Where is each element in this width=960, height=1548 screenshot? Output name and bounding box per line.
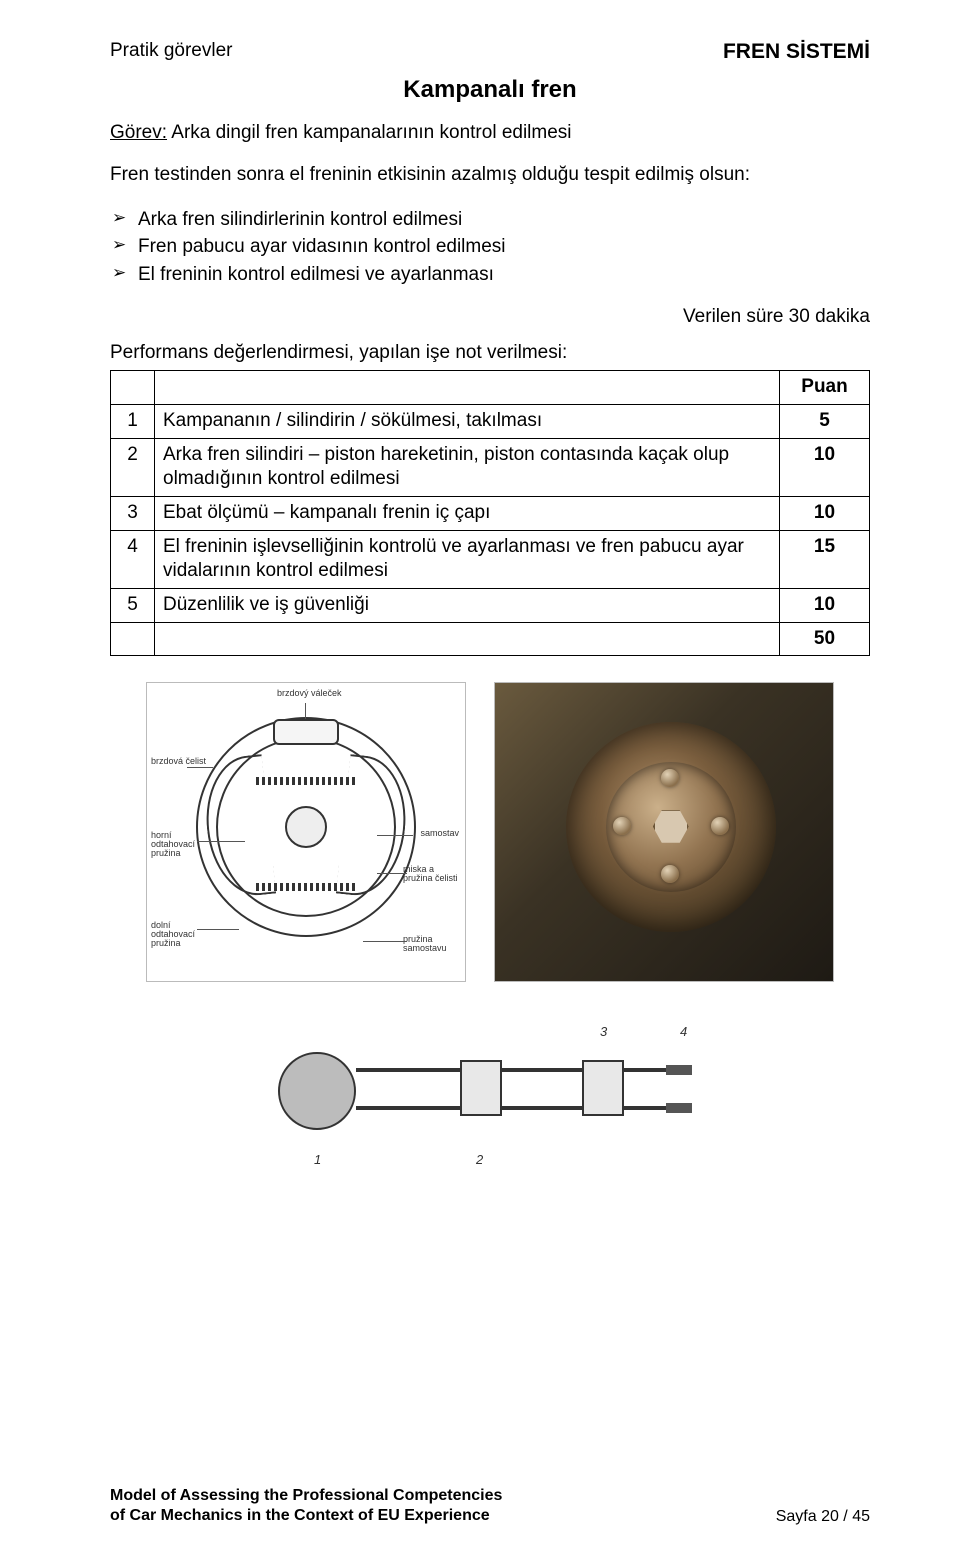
row-num: 4 (111, 530, 155, 588)
label-right3: pružina samostavu (403, 935, 459, 953)
leader-line (197, 929, 239, 930)
upper-spring (256, 777, 356, 785)
col-num-header (111, 371, 155, 405)
wheel-stud (613, 817, 631, 835)
task-line: Görev: Arka dingil fren kampanalarının k… (110, 122, 870, 144)
footer-line2: of Car Mechanics in the Context of EU Ex… (110, 1506, 502, 1526)
table-header-row: Puan (111, 371, 870, 405)
total-empty (155, 622, 780, 656)
page-title: Kampanalı fren (110, 76, 870, 104)
row-desc: Düzenlilik ve iş güvenliği (155, 589, 780, 623)
row-desc: Ebat ölçümü – kampanalı frenin iç çapı (155, 497, 780, 531)
table-row: 5 Düzenlilik ve iş güvenliği 10 (111, 589, 870, 623)
pb-label-1: 1 (314, 1152, 321, 1167)
brake-hub-photo (494, 682, 834, 982)
intro-text: Fren testinden sonra el freninin etkisin… (110, 162, 870, 188)
leader-line (197, 841, 245, 842)
leader-line (305, 703, 306, 719)
row-num: 1 (111, 404, 155, 438)
pb-label-3: 3 (600, 1024, 607, 1039)
row-num: 5 (111, 589, 155, 623)
footer-page: Sayfa 20 / 45 (776, 1508, 870, 1526)
table-row: 4 El freninin işlevselliğinin kontrolü v… (111, 530, 870, 588)
table-row: 1 Kampananın / silindirin / sökülmesi, t… (111, 404, 870, 438)
label-top: brzdový váleček (277, 689, 342, 698)
bullet-list: Arka fren silindirlerinin kontrol edilme… (110, 206, 870, 289)
table-row: 2 Arka fren silindiri – piston hareketin… (111, 438, 870, 496)
total-score: 50 (780, 622, 870, 656)
col-desc-header (155, 371, 780, 405)
leader-line (363, 941, 407, 942)
grading-table: Puan 1 Kampananın / silindirin / sökülme… (110, 370, 870, 656)
label-left1: brzdová čelist (151, 757, 206, 766)
row-num: 3 (111, 497, 155, 531)
label-left3: dolní odtahovací pružina (151, 921, 199, 948)
leader-line (377, 835, 413, 836)
row-desc: El freninin işlevselliğinin kontrolü ve … (155, 530, 780, 588)
pb-label-2: 2 (476, 1152, 483, 1167)
label-right1: samostav (420, 829, 459, 838)
lower-spring (256, 883, 356, 891)
performance-line: Performans değerlendirmesi, yapılan işe … (110, 342, 870, 364)
row-score: 10 (780, 589, 870, 623)
header-right: FREN SİSTEMİ (723, 40, 870, 64)
table-total-row: 50 (111, 622, 870, 656)
time-given: Verilen süre 30 dakika (110, 306, 870, 328)
header-left: Pratik görevler (110, 40, 233, 62)
label-left2: horní odtahovací pružina (151, 831, 199, 858)
wheel-stud (661, 865, 679, 883)
parking-brake-diagram: 1 2 3 4 (250, 1006, 730, 1176)
row-score: 15 (780, 530, 870, 588)
pb-cable-end (666, 1103, 692, 1113)
wheel-stud (661, 769, 679, 787)
task-label: Görev: (110, 122, 167, 143)
header-row: Pratik görevler FREN SİSTEMİ (110, 40, 870, 64)
pb-cable-end (666, 1065, 692, 1075)
bullet-item: Fren pabucu ayar vidasının kontrol edilm… (110, 233, 870, 261)
figure-row-top: brzdový váleček brzdová čelist horní odt… (146, 682, 834, 982)
row-score: 5 (780, 404, 870, 438)
figures-area: brzdový váleček brzdová čelist horní odt… (110, 682, 870, 1176)
task-text: Arka dingil fren kampanalarının kontrol … (171, 122, 571, 143)
total-empty (111, 622, 155, 656)
wheel-stud (711, 817, 729, 835)
pb-connector (582, 1060, 624, 1116)
table-row: 3 Ebat ölçümü – kampanalı frenin iç çapı… (111, 497, 870, 531)
leader-line (187, 767, 213, 768)
wheel-cylinder (273, 719, 339, 745)
row-num: 2 (111, 438, 155, 496)
bullet-item: El freninin kontrol edilmesi ve ayarlanm… (110, 261, 870, 289)
row-score: 10 (780, 497, 870, 531)
footer-line1: Model of Assessing the Professional Comp… (110, 1486, 502, 1506)
col-score-header: Puan (780, 371, 870, 405)
bullet-item: Arka fren silindirlerinin kontrol edilme… (110, 206, 870, 234)
pb-connector (460, 1060, 502, 1116)
page-footer: Model of Assessing the Professional Comp… (110, 1486, 870, 1526)
row-desc: Kampananın / silindirin / sökülmesi, tak… (155, 404, 780, 438)
page: Pratik görevler FREN SİSTEMİ Kampanalı f… (0, 0, 960, 1548)
row-score: 10 (780, 438, 870, 496)
row-desc: Arka fren silindiri – piston hareketinin… (155, 438, 780, 496)
pb-drum (278, 1052, 356, 1130)
drum-brake-diagram: brzdový váleček brzdová čelist horní odt… (146, 682, 466, 982)
leader-line (377, 873, 407, 874)
label-right2: miska a pružina čelisti (403, 865, 459, 883)
pb-label-4: 4 (680, 1024, 687, 1039)
hub-center (285, 806, 327, 848)
footer-left: Model of Assessing the Professional Comp… (110, 1486, 502, 1526)
